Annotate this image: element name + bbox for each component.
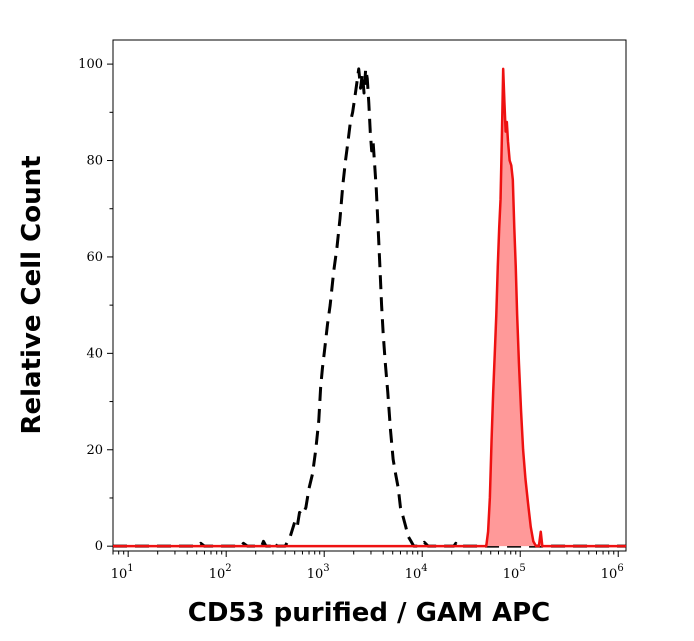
x-tick-label: 105 bbox=[503, 563, 526, 582]
series-layer bbox=[113, 67, 626, 548]
y-axis: 0 20 40 60 80 100 bbox=[78, 57, 113, 554]
x-tick-label: 106 bbox=[601, 563, 624, 582]
x-axis-title: CD53 purified / GAM APC bbox=[188, 598, 551, 628]
x-tick-label: 104 bbox=[405, 563, 428, 582]
plot-frame bbox=[112, 39, 627, 552]
y-tick-label: 80 bbox=[86, 154, 103, 169]
y-tick-label: 20 bbox=[86, 443, 103, 458]
x-tick-label: 103 bbox=[307, 563, 330, 582]
x-tick-label: 102 bbox=[209, 563, 232, 582]
y-axis-title: Relative Cell Count bbox=[17, 155, 47, 434]
x-axis: 101 102 103 104 105 106 bbox=[111, 551, 624, 582]
y-tick-label: 100 bbox=[78, 57, 103, 72]
series-1-fill bbox=[113, 68, 626, 547]
series-1-line bbox=[113, 67, 626, 548]
y-tick-label: 0 bbox=[95, 539, 103, 554]
x-tick-label: 101 bbox=[111, 563, 134, 582]
y-tick-label: 60 bbox=[86, 250, 103, 265]
plot-background bbox=[112, 39, 627, 552]
y-tick-label: 40 bbox=[86, 346, 103, 361]
